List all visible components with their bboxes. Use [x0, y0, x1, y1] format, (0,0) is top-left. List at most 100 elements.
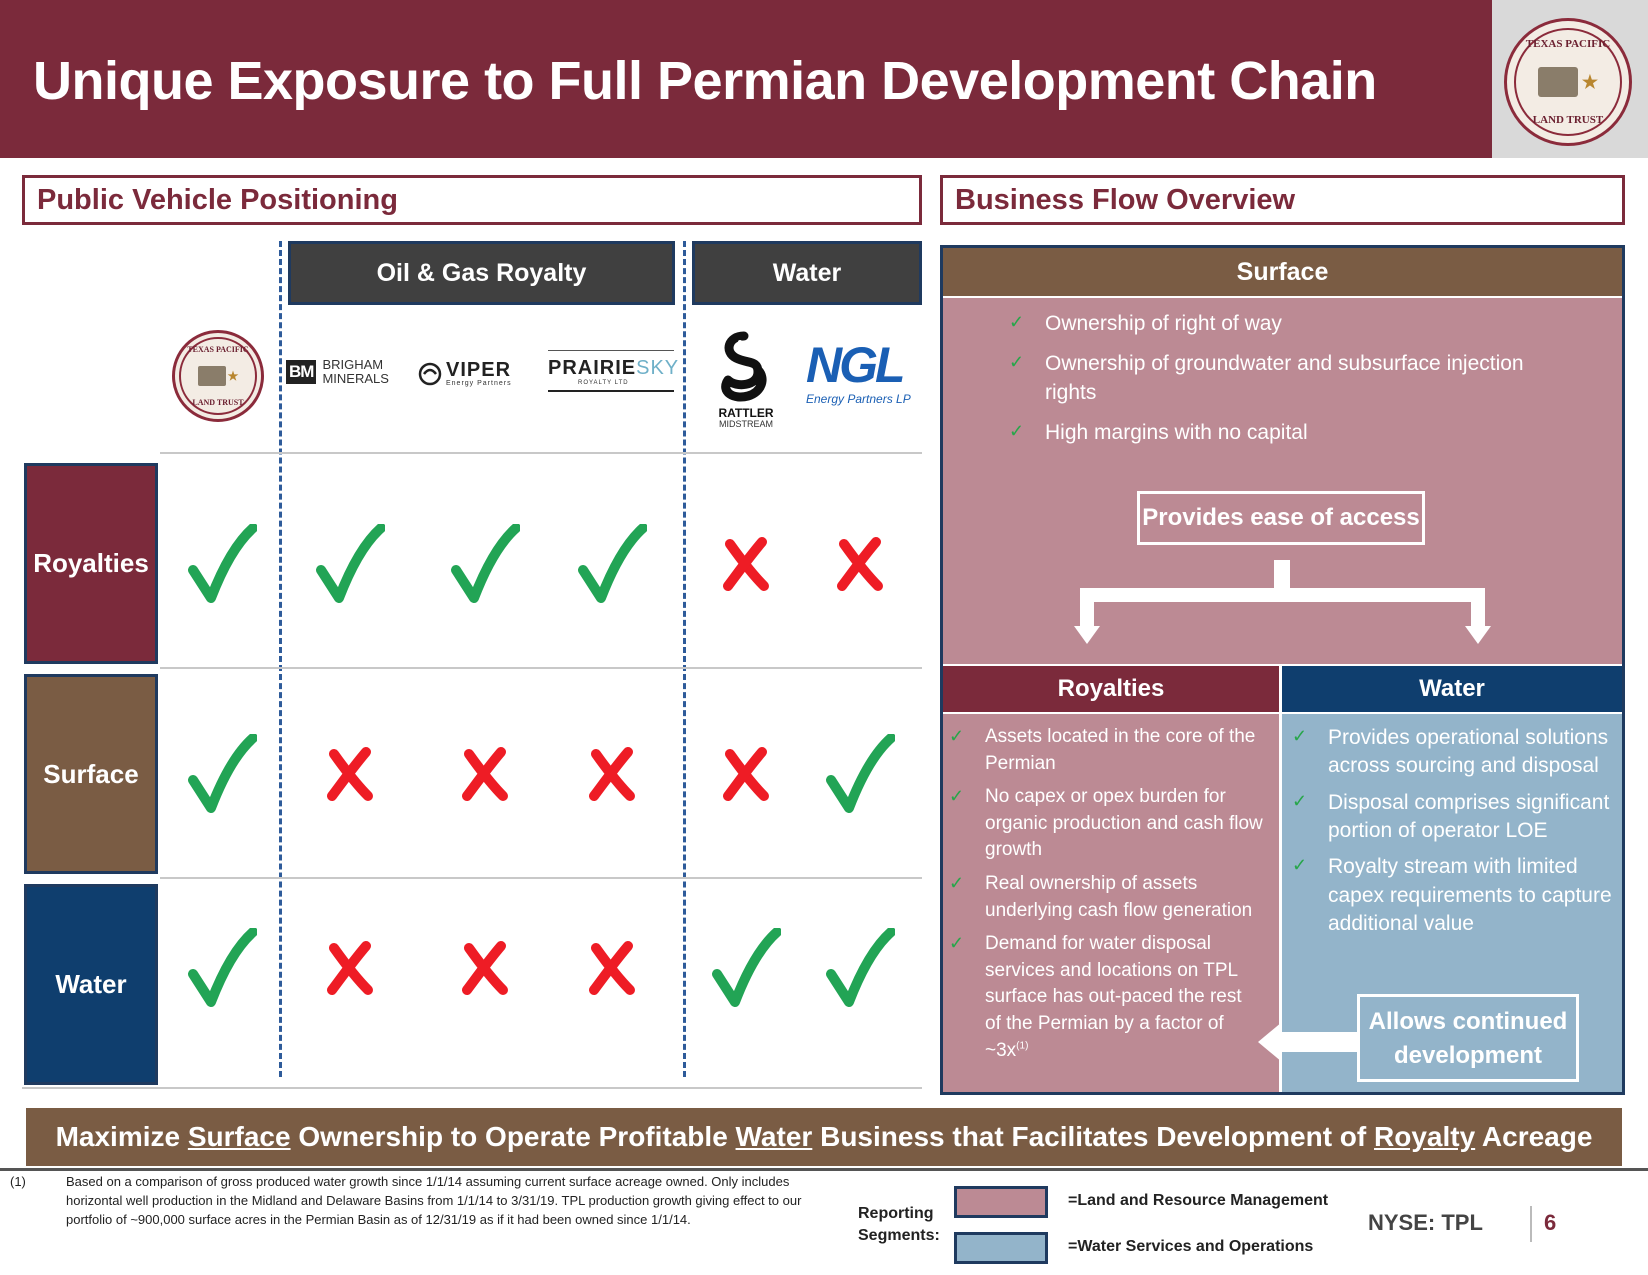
allows-continued-development-callout: Allows continued development — [1357, 994, 1579, 1082]
cross-icon — [572, 928, 652, 1008]
split-arrow-icon — [1074, 560, 1491, 644]
check-icon: ✓ — [1009, 421, 1025, 442]
brigham-mark-icon: BM — [286, 359, 317, 384]
check-icon: ✓ — [1292, 726, 1308, 746]
row-divider — [160, 452, 922, 454]
cross-icon — [706, 734, 786, 814]
rattler-line1: RATTLER — [718, 406, 774, 420]
surface-bullet: ✓ High margins with no capital — [1009, 421, 1308, 445]
header-logo-panel: TEXAS PACIFIC ★ LAND TRUST — [1492, 0, 1648, 158]
legend-label-land: =Land and Resource Management — [1068, 1192, 1329, 1209]
page-title: Unique Exposure to Full Permian Developm… — [33, 51, 1377, 111]
legend-label-water: =Water Services and Operations — [1068, 1238, 1314, 1255]
water-bullet: ✓ Disposal comprises significant portion … — [1292, 790, 1610, 843]
row-divider — [160, 667, 922, 669]
divider-dashed — [683, 241, 686, 1077]
water-header: Water — [1282, 666, 1622, 712]
check-icon: ✓ — [1009, 312, 1025, 332]
water-bullet: ✓ Royalty stream with limited capex requi… — [1292, 855, 1612, 936]
footer-divider — [1530, 1206, 1532, 1242]
check-icon: ✓ — [949, 933, 965, 954]
rattler-line2: MIDSTREAM — [719, 419, 773, 429]
surface-header: Surface — [943, 248, 1622, 296]
footnote-ref: (1) — [1016, 1040, 1029, 1052]
viper-line1: VIPER — [446, 359, 512, 381]
check-icon: ✓ — [949, 872, 965, 893]
company-logo-ngl: NGL Energy Partners LP — [806, 340, 916, 406]
company-logo-prairiesky: PRAIRIESKY ROYALTY LTD — [548, 350, 678, 392]
cross-icon — [445, 928, 525, 1008]
royalties-bullet: ✓ No capex or opex burden for organic pro… — [949, 786, 1263, 861]
seal-ring-top-text: TEXAS PACIFIC — [187, 345, 249, 354]
check-icon — [820, 928, 900, 1008]
prairiesky-line1a: PRAIRIE — [548, 357, 637, 379]
row-divider — [160, 877, 922, 879]
cross-icon — [706, 524, 786, 604]
legend-swatch-water — [954, 1232, 1048, 1264]
company-logo-viper: VIPER Energy Partners — [418, 360, 512, 387]
row-label-royalties: Royalties — [24, 463, 158, 664]
footnote-marker: (1) — [10, 1174, 26, 1189]
seal-ring-bottom-text: LAND TRUST — [192, 398, 244, 407]
ngl-line2: Energy Partners LP — [806, 392, 911, 406]
royalties-body: ✓ Assets located in the core of the Permi… — [943, 714, 1279, 1092]
legend-title: Reporting Segments: — [858, 1205, 940, 1245]
cross-icon — [310, 734, 390, 814]
check-icon — [572, 524, 652, 604]
footnote-text: Based on a comparison of gross produced … — [66, 1174, 802, 1227]
water-body: ✓ Provides operational solutions across s… — [1282, 714, 1622, 1092]
conclusion-banner: Maximize Surface Ownership to Operate Pr… — [26, 1108, 1622, 1166]
surface-body: ✓ Ownership of right of way ✓ Ownership of… — [943, 298, 1622, 664]
check-icon: ✓ — [1292, 855, 1308, 876]
seal-ring-bottom-text: LAND TRUST — [1532, 114, 1604, 126]
check-icon — [445, 524, 525, 604]
brigham-line2: MINERALS — [322, 370, 389, 386]
check-icon — [182, 734, 262, 814]
ticker: NYSE: TPL — [1368, 1210, 1483, 1235]
check-icon — [182, 928, 262, 1008]
star-icon: ★ — [227, 368, 239, 383]
check-icon — [310, 524, 390, 604]
cross-icon — [820, 524, 900, 604]
row-label-surface: Surface — [24, 674, 158, 874]
group-header-water: Water — [692, 241, 922, 305]
provides-ease-of-access-callout: Provides ease of access — [1137, 491, 1425, 545]
royalties-bullet: ✓ Assets located in the core of the Permi… — [949, 726, 1256, 774]
business-flow-overview-header: Business Flow Overview — [940, 175, 1625, 225]
check-icon — [820, 734, 900, 814]
footer-rule — [0, 1168, 1648, 1171]
prairiesky-line1b: SKY — [636, 357, 680, 379]
prairiesky-line2: ROYALTY LTD — [578, 380, 629, 386]
check-icon: ✓ — [949, 726, 965, 746]
public-vehicle-positioning-header: Public Vehicle Positioning — [22, 175, 922, 225]
cross-icon — [572, 734, 652, 814]
business-flow-panel — [940, 245, 1625, 1095]
rattlesnake-icon — [721, 331, 767, 402]
water-bullet: ✓ Provides operational solutions across s… — [1292, 726, 1609, 778]
surface-bullet: ✓ Ownership of right of way — [1009, 312, 1282, 335]
star-icon: ★ — [1581, 71, 1599, 92]
seal-landscape-icon — [197, 366, 226, 386]
left-arrow-icon — [1258, 1022, 1360, 1062]
legend-swatch-land — [954, 1186, 1048, 1218]
check-icon: ✓ — [1292, 790, 1308, 811]
cross-icon — [445, 734, 525, 814]
seal-landscape-icon — [1537, 67, 1578, 97]
seal-ring-top-text: TEXAS PACIFIC — [1525, 38, 1611, 50]
company-logo-tpl: TEXAS PACIFIC ★ LAND TRUST — [172, 330, 264, 422]
cross-icon — [310, 928, 390, 1008]
divider-dashed — [279, 241, 282, 1077]
check-icon — [706, 928, 786, 1008]
check-icon — [182, 524, 262, 604]
section-title-right: Business Flow Overview — [955, 184, 1296, 216]
tpl-seal-logo: TEXAS PACIFIC ★ LAND TRUST — [1504, 18, 1632, 146]
royalties-bullet: ✓ Demand for water disposal services and … — [949, 933, 1242, 1061]
header-bar — [0, 0, 1492, 158]
surface-bullet: ✓ Ownership of groundwater and subsurface… — [1009, 352, 1524, 404]
company-logo-rattler: RATTLER MIDSTREAM — [710, 330, 782, 429]
check-icon: ✓ — [949, 786, 965, 807]
page-number: 6 — [1544, 1210, 1557, 1235]
check-icon: ✓ — [1009, 352, 1025, 373]
royalties-header: Royalties — [943, 666, 1279, 712]
royalties-bullet: ✓ Real ownership of assets underlying cas… — [949, 872, 1253, 921]
